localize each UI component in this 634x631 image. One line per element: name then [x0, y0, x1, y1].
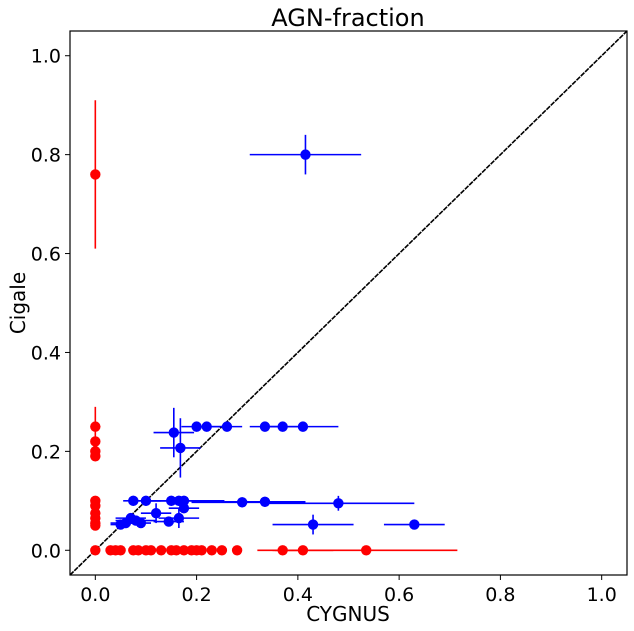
x-tick-label: 0.8 — [485, 584, 515, 606]
blue-data-point — [409, 519, 420, 530]
plot-frame — [69, 30, 628, 576]
blue-data-point — [191, 421, 202, 432]
chart-title: AGN-fraction — [271, 4, 424, 32]
x-axis-label: CYGNUS — [306, 602, 390, 626]
blue-data-point — [168, 427, 180, 438]
blue-data-point — [259, 421, 271, 432]
x-ticks: 0.0 0.2 0.4 0.6 0.8 1.0 — [80, 575, 617, 606]
red-data-point — [206, 545, 217, 556]
blue-data-point — [277, 421, 288, 432]
red-data-point — [216, 545, 228, 556]
blue-data-point — [115, 519, 126, 530]
red-data-point — [90, 169, 101, 180]
y-tick-label: 0.8 — [31, 145, 61, 167]
red-data-point — [171, 545, 182, 556]
blue-data-point — [166, 495, 177, 507]
blue-data-point — [221, 421, 233, 432]
blue-data-point — [333, 498, 344, 509]
red-data-point — [277, 545, 288, 556]
red-data-point — [297, 545, 309, 556]
x-tick-label: 1.0 — [587, 584, 617, 606]
blue-data-point — [259, 496, 271, 508]
y-axis-label: Cigale — [6, 272, 30, 334]
blue-data-point — [150, 507, 162, 519]
y-tick-label: 0.4 — [31, 342, 61, 364]
y-tick-label: 1.0 — [31, 46, 61, 68]
errorbar-layer — [94, 100, 458, 552]
blue-data-point — [307, 519, 319, 530]
y-ticks: 0.0 0.2 0.4 0.6 0.8 1.0 — [31, 46, 70, 562]
blue-data-point — [236, 497, 248, 508]
blue-data-point — [201, 421, 212, 432]
blue-data-point — [178, 495, 190, 507]
red-data-point — [90, 545, 101, 556]
red-data-point — [231, 545, 243, 556]
x-tick-label: 0.4 — [283, 584, 313, 606]
x-tick-label: 0.2 — [181, 584, 211, 606]
blue-data-point — [140, 495, 152, 507]
red-data-point — [90, 451, 101, 462]
blue-data-point — [175, 442, 186, 454]
red-data-point — [155, 545, 167, 556]
blue-data-point — [163, 516, 174, 527]
y-tick-label: 0.2 — [31, 441, 61, 463]
blue-data-point — [135, 517, 147, 529]
red-data-point — [115, 545, 126, 556]
red-data-point — [90, 421, 101, 432]
x-tick-label: 0.6 — [384, 584, 414, 606]
red-data-point — [178, 545, 190, 556]
blue-data-point — [128, 495, 139, 507]
red-data-point — [196, 545, 207, 556]
y-tick-label: 0.6 — [31, 244, 61, 266]
red-data-point — [90, 520, 101, 531]
diagonal-layer — [69, 30, 628, 576]
blue-data-point — [300, 149, 311, 160]
blue-data-point — [178, 503, 190, 514]
red-data-point — [145, 545, 157, 556]
one-to-one-line — [69, 30, 628, 576]
red-data-point — [133, 545, 144, 556]
red-data-point — [90, 436, 101, 447]
x-tick-label: 0.0 — [80, 584, 110, 606]
point-layer — [90, 149, 420, 556]
red-data-point — [361, 545, 372, 556]
blue-data-point — [173, 512, 185, 524]
y-tick-label: 0.0 — [31, 540, 61, 562]
blue-data-point — [297, 421, 309, 432]
red-data-point — [90, 500, 101, 511]
